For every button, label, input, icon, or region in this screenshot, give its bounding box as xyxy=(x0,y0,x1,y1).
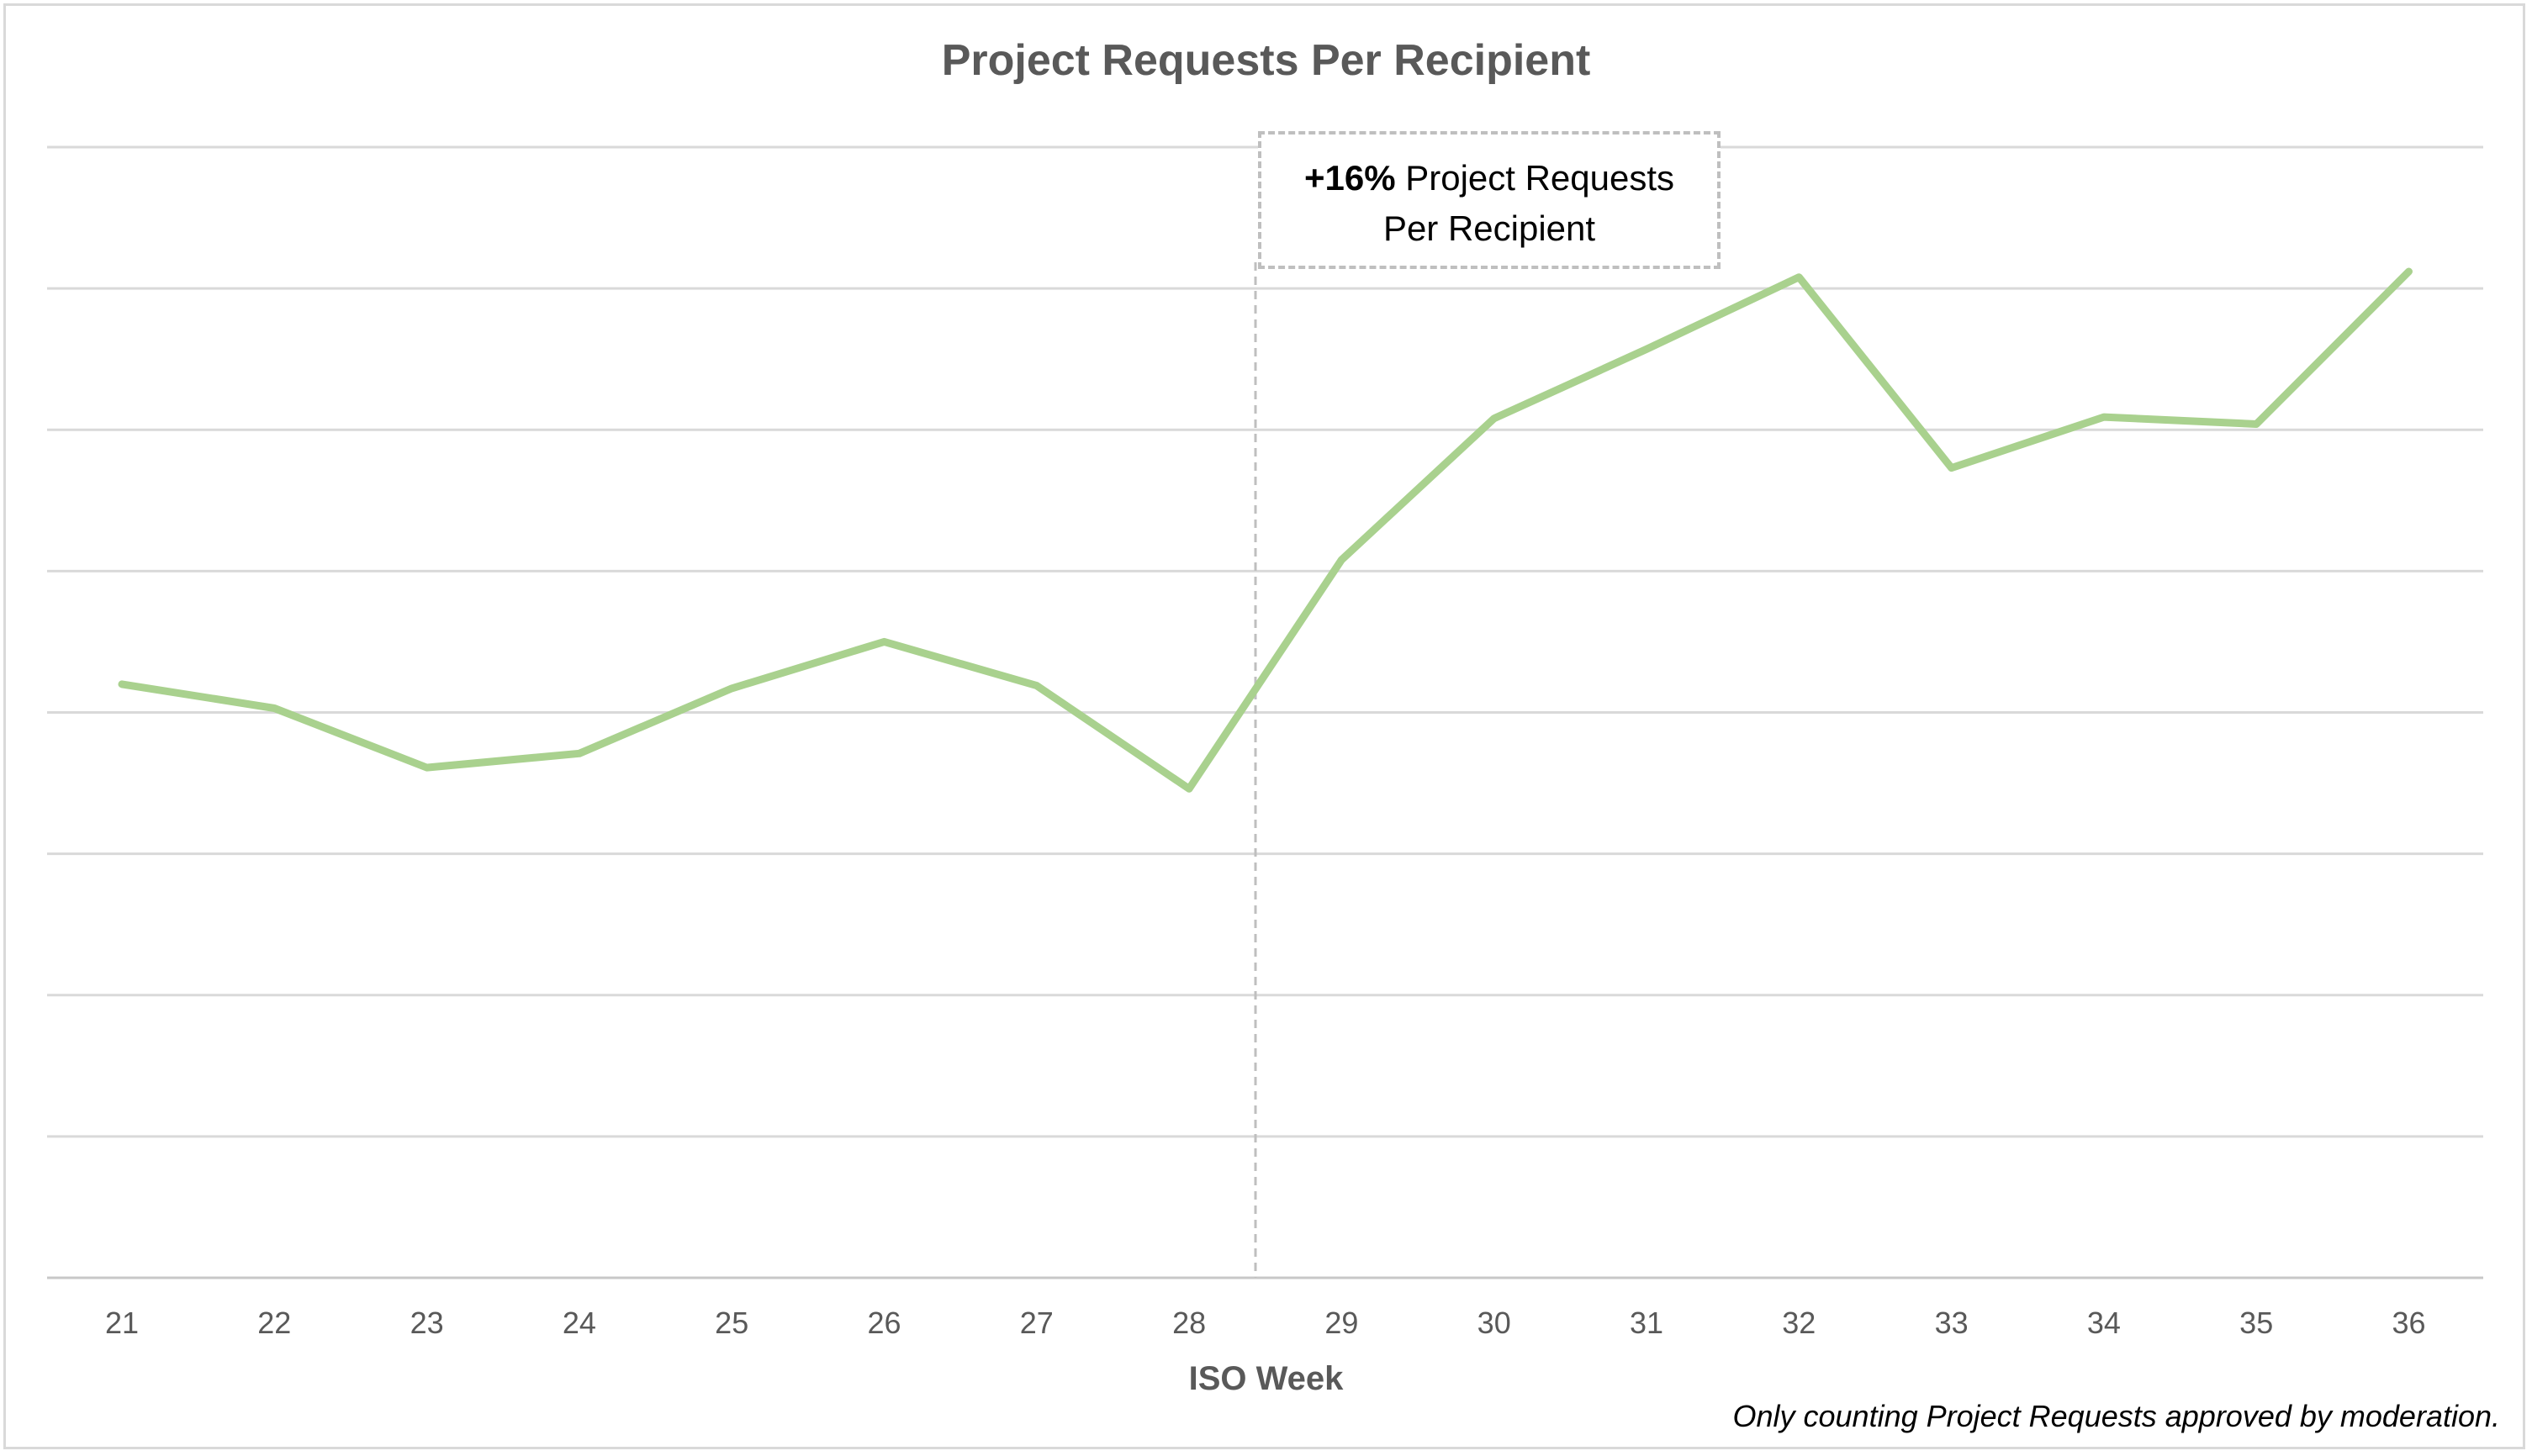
annotation-box: +16% Project Requests Per Recipient xyxy=(1258,131,1721,269)
x-tick-label: 21 xyxy=(105,1306,139,1340)
x-tick-label: 25 xyxy=(715,1306,748,1340)
x-tick-label: 30 xyxy=(1477,1306,1511,1340)
x-tick-label: 34 xyxy=(2087,1306,2121,1340)
gridlines xyxy=(47,145,2483,1279)
x-tick-label: 33 xyxy=(1935,1306,1969,1340)
footnote: Only counting Project Requests approved … xyxy=(1732,1399,2500,1433)
x-tick-labels: 21 22 23 24 25 26 27 28 29 30 31 32 33 34 35 36 xyxy=(105,1306,2426,1340)
x-tick-label: 35 xyxy=(2239,1306,2273,1340)
x-tick-label: 29 xyxy=(1324,1306,1358,1340)
x-tick-label: 23 xyxy=(410,1306,444,1340)
chart-title: Project Requests Per Recipient xyxy=(941,36,1591,85)
x-tick-label: 32 xyxy=(1782,1306,1816,1340)
x-tick-label: 31 xyxy=(1630,1306,1663,1340)
data-points xyxy=(121,271,2409,789)
annotation-line-2: Per Recipient xyxy=(1382,208,1596,248)
x-tick-label: 22 xyxy=(257,1306,291,1340)
series-line xyxy=(118,267,2413,793)
x-tick-label: 28 xyxy=(1172,1306,1206,1340)
x-tick-label: 27 xyxy=(1020,1306,1054,1340)
x-tick-label: 26 xyxy=(867,1306,901,1340)
x-tick-label: 36 xyxy=(2392,1306,2425,1340)
x-axis-label: ISO Week xyxy=(1188,1360,1344,1397)
annotation-highlight: +16% Project Requests xyxy=(1303,158,1675,198)
x-tick-label: 24 xyxy=(563,1306,596,1340)
